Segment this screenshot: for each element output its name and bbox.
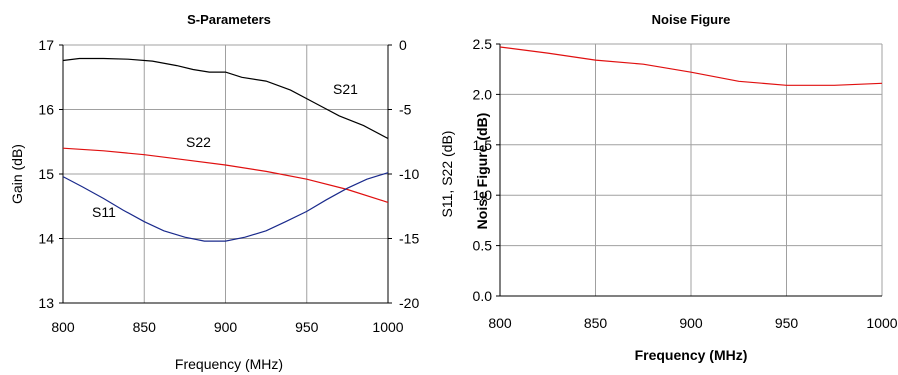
right-y-tick-label: -10	[399, 166, 419, 182]
left-y-tick-label: 14	[38, 231, 54, 247]
left-y-tick-label: 16	[38, 102, 54, 118]
noise-y-tick-label: 0.0	[473, 288, 493, 304]
noise-y-tick-label: 2.0	[473, 86, 493, 102]
noise-y-tick-label: 1.0	[473, 187, 493, 203]
left-x-axis-label: Frequency (MHz)	[175, 356, 283, 372]
left-grid	[59, 44, 392, 304]
noise-figure-line	[499, 46, 883, 86]
series-line-s11	[62, 172, 389, 242]
right-y-axis-label: S11, S22 (dB)	[439, 131, 455, 218]
right-y-tick-label: -5	[399, 102, 412, 118]
noise-y-tick-label: 0.5	[473, 238, 493, 254]
left-tick-labels: 800 850 900 950 1000 13 14 15 16 17 -20 -15 -10 -5 0	[38, 37, 419, 335]
left-x-tick-label: 950	[295, 319, 319, 335]
noise-y-axis-label: Noise Figure (dB)	[474, 113, 490, 230]
s-parameters-title: S-Parameters	[187, 12, 271, 27]
right-tick-labels: 800 850 900 950 1000 0.0 0.5 1.0 1.5 2.0 2.5	[473, 36, 898, 331]
noise-figure-title: Noise Figure	[652, 12, 731, 27]
noise-x-tick-label: 850	[584, 315, 608, 331]
series-label-s21: S21	[333, 81, 358, 97]
left-series	[62, 57, 389, 242]
right-series	[499, 46, 883, 86]
left-x-tick-label: 1000	[372, 319, 403, 335]
left-y-tick-label: 15	[38, 166, 54, 182]
noise-x-axis-label: Frequency (MHz)	[635, 347, 748, 363]
right-y-tick-label: -15	[399, 231, 419, 247]
noise-x-tick-label: 1000	[866, 315, 897, 331]
left-x-tick-label: 850	[133, 319, 157, 335]
noise-x-tick-label: 900	[679, 315, 703, 331]
series-line-s21	[62, 57, 389, 140]
right-y-tick-label: 0	[399, 37, 407, 53]
series-label-s11: S11	[92, 204, 116, 220]
left-x-tick-label: 800	[51, 319, 75, 335]
noise-figure-chart: Noise Figure 800 850 900 950 1000 0.0 0.5 1.0 1.…	[473, 12, 898, 363]
left-y-axis-label: Gain (dB)	[9, 144, 25, 204]
noise-y-tick-label: 2.5	[473, 36, 493, 52]
left-y-tick-label: 13	[38, 295, 54, 311]
noise-y-tick-label: 1.5	[473, 137, 493, 153]
right-grid	[496, 43, 883, 297]
right-y-tick-label: -20	[399, 295, 419, 311]
series-line-s22	[62, 147, 389, 203]
s-parameters-chart: S-Parameters 800 850 900 950 1000 13 14 15 16 17 -…	[9, 12, 455, 372]
left-x-tick-label: 900	[214, 319, 238, 335]
left-y-tick-label: 17	[38, 37, 54, 53]
noise-x-tick-label: 950	[775, 315, 799, 331]
noise-x-tick-label: 800	[488, 315, 512, 331]
series-label-s22: S22	[186, 134, 211, 150]
